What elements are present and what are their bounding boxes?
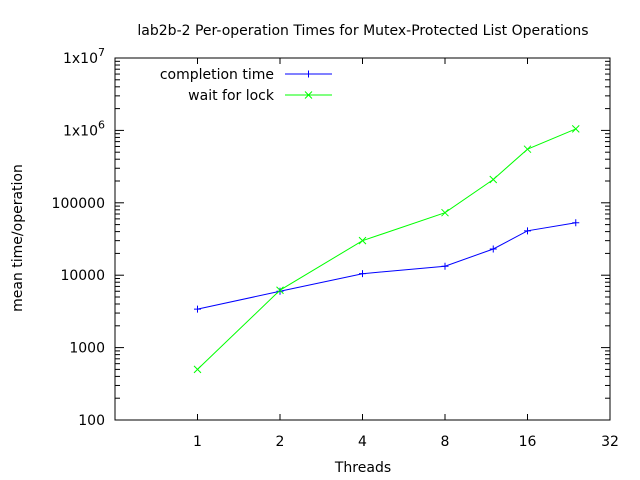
y-tick-label: 1000 (69, 341, 105, 357)
plot-area: 1 2 4 8 16 32 100 1000 10000 100000 1x106 1x107 comp… (52, 46, 619, 450)
data-point-wait-for-lock (441, 208, 449, 217)
data-point-completion-time (572, 219, 580, 227)
y-tick-label: 1x106 (63, 118, 105, 139)
legend-label-wait-for-lock: wait for lock (188, 88, 275, 104)
chart-title: lab2b-2 Per-operation Times for Mutex-Pr… (137, 23, 588, 39)
x-tick-label: 4 (358, 434, 367, 450)
data-point-wait-for-lock (358, 236, 367, 245)
data-point-completion-time (441, 262, 449, 270)
data-point-wait-for-lock (489, 175, 498, 184)
data-point-completion-time (276, 287, 284, 295)
data-point-completion-time (194, 305, 201, 313)
series-line-completion-time (197, 222, 576, 310)
y-tick-label: 10000 (60, 268, 105, 284)
x-tick-label: 2 (276, 434, 285, 450)
series-line-wait-for-lock (197, 128, 576, 370)
y-tick-label: 1x107 (63, 46, 105, 67)
y-tick-label: 100000 (52, 196, 105, 212)
y-axis-label: mean time/operation (10, 164, 26, 312)
legend-marker-completion-time (305, 70, 312, 78)
legend-label-completion-time: completion time (160, 67, 274, 83)
data-point-wait-for-lock (571, 125, 580, 133)
x-tick-label: 16 (519, 434, 537, 450)
data-point-wait-for-lock (523, 145, 532, 154)
x-tick-label: 8 (441, 434, 450, 450)
data-point-completion-time (489, 245, 497, 253)
x-axis-label: Threads (334, 460, 391, 476)
legend-marker-wait-for-lock (304, 91, 313, 99)
data-point-wait-for-lock (193, 365, 202, 374)
y-tick-label: 100 (78, 413, 105, 429)
data-point-wait-for-lock (276, 286, 284, 295)
plot-frame (114, 57, 611, 421)
data-point-completion-time (359, 270, 366, 278)
x-tick-label: 32 (601, 434, 619, 450)
data-point-completion-time (524, 227, 531, 235)
x-tick-label: 1 (193, 434, 202, 450)
